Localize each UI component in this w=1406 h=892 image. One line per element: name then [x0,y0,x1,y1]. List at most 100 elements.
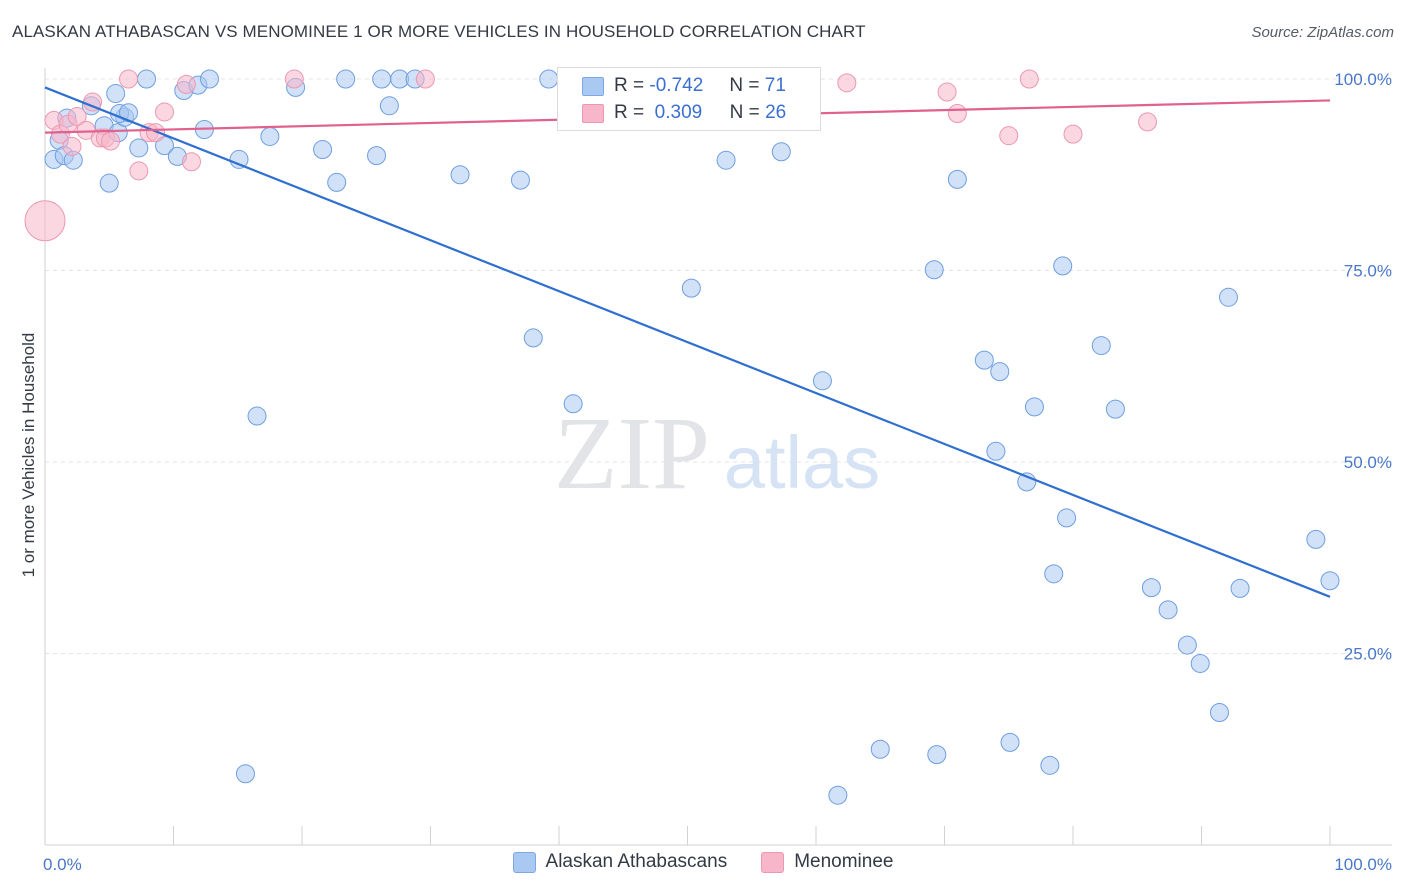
legend-r-value: 0.309 [654,102,703,123]
data-point [101,131,121,151]
data-point [260,126,280,146]
trend-line [44,86,1331,598]
data-point [716,150,736,170]
data-point [24,200,66,242]
watermark-atlas: atlas [724,421,880,504]
data-point [812,371,832,391]
data-point [1158,600,1178,620]
data-point [247,406,267,426]
data-point [336,69,356,89]
x-tick-label: 100.0% [1334,855,1392,874]
data-point [372,69,392,89]
data-point [1024,397,1044,417]
data-point [181,152,201,172]
axes [44,68,1392,846]
data-point [510,170,530,190]
y-tick-label: 75.0% [1344,262,1392,281]
data-point [367,146,387,166]
data-point [1057,508,1077,528]
data-point [199,69,219,89]
y-tick-label: 50.0% [1344,453,1392,472]
source-label: Source: ZipAtlas.com [1251,24,1394,41]
data-point [947,169,967,189]
data-point [235,764,255,784]
data-point [137,69,157,89]
legend-label: Menominee [794,851,894,872]
data-point [1306,529,1326,549]
legend-label: Alaskan Athabascans [545,851,728,872]
data-point [155,136,175,156]
data-point [563,394,583,414]
tick-labels: 100.0% 75.0% 50.0% 25.0% 0.0% 100.0% [43,70,1392,874]
stats-legend: R = -0.742 N = 71 R = 0.309 N = 26 [557,67,821,131]
data-point [379,96,399,116]
legend-row-athabascan: R = -0.742 N = 71 [582,74,786,98]
data-point [1190,653,1210,673]
y-tick-label: 25.0% [1344,645,1392,664]
data-point [119,69,139,89]
data-point [1141,578,1161,598]
data-point [1138,112,1158,132]
data-point [937,82,957,102]
legend-item-menominee[interactable]: Menominee [761,851,893,873]
data-point [771,142,791,162]
data-point [129,161,149,181]
watermark: ZIP atlas [554,396,880,511]
x-tick-label: 0.0% [43,855,82,874]
data-point [990,362,1010,382]
legend-row-menominee: R = 0.309 N = 26 [582,101,786,125]
data-point [450,165,470,185]
data-point [974,350,994,370]
y-axis-label: 1 or more Vehicles in Household [19,333,38,578]
data-point [99,173,119,193]
data-points [24,69,1340,805]
data-point [924,260,944,280]
data-point [1230,578,1250,598]
data-point [1063,124,1083,144]
data-point [986,441,1006,461]
data-point [681,278,701,298]
legend-item-athabascans[interactable]: Alaskan Athabascans [512,851,728,873]
data-point [999,126,1019,146]
legend-n-value: 26 [765,102,787,123]
legend-n-value: 71 [764,75,786,96]
data-point [523,328,543,348]
data-point [415,69,435,89]
data-point [1209,702,1229,722]
legend-swatch [761,851,785,873]
data-point [106,84,126,104]
data-point [313,139,333,159]
data-point [62,136,82,156]
data-point [155,102,175,122]
data-point [1053,256,1073,276]
data-point [539,69,559,89]
data-point [1177,635,1197,655]
watermark-zip: ZIP [554,396,710,511]
series-legend: Alaskan Athabascans Menominee [0,851,1406,873]
legend-r-label: R = [614,75,645,96]
legend-n-label: N = [729,102,760,123]
legend-n-label: N = [729,75,760,96]
data-point [284,69,304,89]
legend-swatch-menominee [582,103,604,123]
data-point [1019,69,1039,89]
data-point [837,73,857,93]
legend-swatch-athabascan [582,76,604,96]
legend-r-label: R = [614,102,645,123]
data-point [176,74,196,94]
data-point [870,739,890,759]
data-point [947,103,967,123]
chart-title: ALASKAN ATHABASCAN VS MENOMINEE 1 OR MOR… [12,22,866,41]
data-point [1000,732,1020,752]
data-point [67,107,87,127]
data-point [1320,571,1340,591]
legend-swatch [512,851,536,873]
data-point [927,745,947,765]
legend-r-value: -0.742 [649,75,704,96]
data-point [229,149,249,169]
data-point [129,138,149,158]
data-point [1044,564,1064,584]
y-tick-label: 100.0% [1334,70,1392,89]
data-point [146,123,166,143]
